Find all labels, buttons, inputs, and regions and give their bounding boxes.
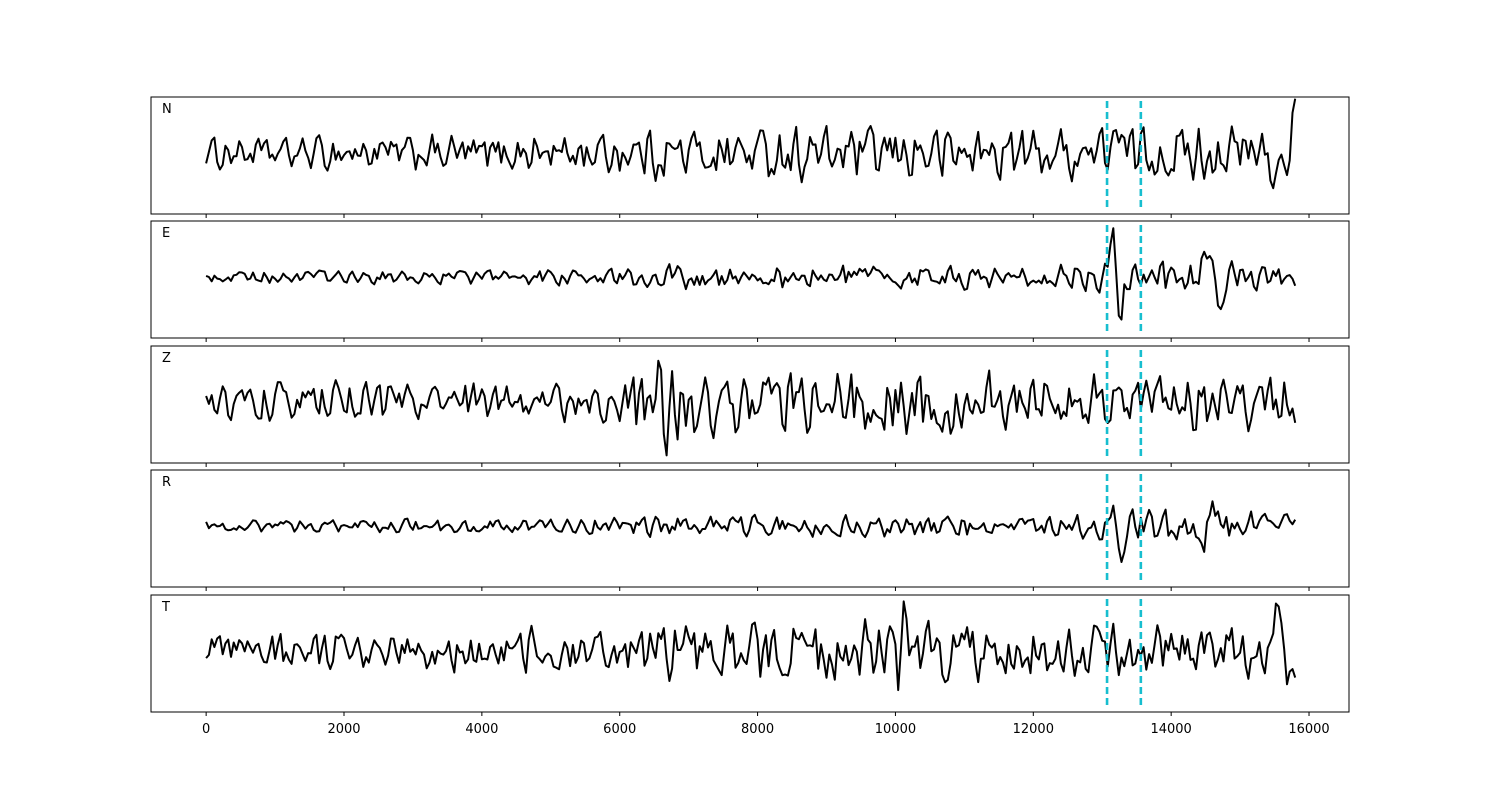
x-tick-label: 16000: [1288, 722, 1329, 737]
panel-frame: [150, 220, 1350, 339]
x-tick-label: 8000: [741, 722, 774, 737]
trace-t: [205, 600, 1297, 692]
panel-label: Z: [162, 351, 171, 366]
panel-r: R: [150, 469, 1350, 591]
panel-t: T: [150, 594, 1350, 716]
x-tick-label: 6000: [603, 722, 636, 737]
x-tick-label: 12000: [1013, 722, 1054, 737]
x-tick-label: 0: [202, 722, 210, 737]
panel-n: N: [150, 96, 1350, 218]
panel-frame: [150, 96, 1350, 215]
trace-n: [205, 98, 1297, 190]
panel-z: Z: [150, 345, 1350, 467]
panel-label: R: [162, 475, 171, 490]
panels-layer: N E Z R T: [150, 96, 1350, 716]
panel-label: N: [162, 102, 172, 117]
x-tick-label: 14000: [1150, 722, 1191, 737]
x-tick-label: 10000: [875, 722, 916, 737]
panel-label: T: [161, 600, 170, 615]
trace-z: [205, 359, 1297, 457]
trace-r: [205, 500, 1297, 563]
x-axis: 0 2000 4000 6000 8000 10000 12000 14000 16000: [202, 722, 1330, 737]
panel-frame: [150, 594, 1350, 713]
panel-frame: [150, 469, 1350, 588]
trace-e: [205, 227, 1297, 321]
panel-e: E: [150, 220, 1350, 342]
panel-frame: [150, 345, 1350, 464]
panel-label: E: [162, 226, 170, 241]
x-tick-label: 2000: [327, 722, 360, 737]
x-tick-label: 4000: [465, 722, 498, 737]
